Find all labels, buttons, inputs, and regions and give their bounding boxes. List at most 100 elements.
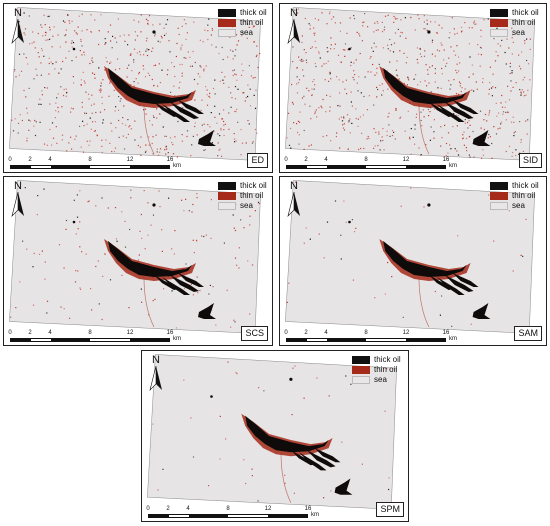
speckle-pixel [230, 106, 232, 108]
speckle-pixel [235, 49, 237, 51]
speckle-pixel [343, 116, 345, 118]
speckle-pixel [519, 121, 521, 123]
speckle-pixel [420, 111, 422, 113]
speckle-pixel [397, 28, 399, 30]
speckle-pixel [215, 46, 217, 48]
speckle-pixel [183, 287, 186, 290]
speckle-pixel [441, 295, 443, 297]
scale-tick-label: 0 [146, 506, 150, 512]
speckle-pixel [37, 52, 39, 54]
speckle-pixel [61, 106, 63, 108]
speckle-pixel [129, 125, 131, 127]
speckle-pixel [392, 51, 395, 53]
speckle-pixel [381, 31, 384, 33]
scale-tick-label: 8 [88, 330, 92, 336]
speckle-pixel [451, 17, 453, 19]
speckle-pixel [428, 115, 430, 117]
speckle-pixel [508, 47, 510, 49]
speckle-pixel [450, 46, 452, 48]
speckle-pixel [438, 50, 441, 52]
speckle-pixel [476, 88, 478, 90]
speckle-pixel [426, 23, 428, 25]
speckle-pixel [47, 15, 49, 18]
speckle-pixel [222, 58, 224, 61]
speckle-pixel [460, 91, 462, 93]
north-arrow-icon [11, 18, 24, 44]
speckle-pixel [62, 20, 65, 22]
speckle-pixel [257, 500, 259, 502]
legend: thick oil thin oil sea [490, 181, 539, 211]
speckle-pixel [479, 110, 482, 112]
scale-tick-label: 0 [8, 330, 12, 336]
speckle-pixel [90, 128, 92, 130]
speckle-pixel [225, 438, 227, 440]
speckle-pixel [301, 97, 304, 99]
legend-swatch-thick-oil [490, 9, 508, 17]
speckle-pixel [24, 28, 27, 30]
speckle-pixel [247, 95, 249, 98]
speckle-pixel [114, 110, 116, 112]
speckle-pixel [121, 123, 124, 125]
speckle-pixel [346, 32, 348, 34]
speckle-pixel [168, 40, 170, 42]
speckle-pixel [422, 109, 424, 111]
speckle-pixel [311, 94, 313, 96]
north-arrow: N [148, 355, 164, 397]
speckle-pixel [44, 34, 47, 36]
speckle-pixel [167, 152, 169, 154]
speckle-pixel [181, 134, 183, 136]
oil-streak [436, 277, 465, 295]
speckle-pixel [37, 32, 39, 35]
speckle-pixel [390, 44, 393, 46]
speckle-pixel [309, 28, 311, 30]
speckle-pixel [364, 13, 366, 15]
speckle-pixel [395, 18, 397, 20]
speckle-pixel [304, 103, 306, 105]
speckle-pixel [75, 233, 77, 235]
speckle-pixel [322, 135, 324, 138]
speckle-pixel [434, 81, 436, 83]
speckle-pixel [85, 91, 87, 93]
speckle-pixel [505, 63, 507, 65]
speckle-pixel [423, 21, 425, 23]
speckle-pixel [140, 154, 142, 156]
speckle-pixel [420, 154, 422, 156]
speckle-pixel [376, 96, 378, 98]
speckle-pixel [361, 40, 363, 42]
speckle-pixel [148, 136, 150, 138]
speckle-pixel [313, 34, 316, 36]
speckle-pixel [166, 148, 168, 150]
speckle-pixel [477, 44, 479, 46]
speckle-pixel [414, 29, 416, 31]
speckle-pixel [361, 21, 364, 24]
oil-spot [152, 203, 156, 207]
speckle-pixel [491, 95, 493, 97]
speckle-pixel [223, 124, 225, 126]
speckle-pixel [100, 88, 102, 90]
speckle-pixel [469, 135, 471, 138]
speckle-pixel [456, 45, 458, 47]
speckle-pixel [290, 147, 292, 149]
speckle-pixel [218, 52, 220, 55]
speckle-pixel [219, 135, 221, 137]
speckle-pixel [65, 29, 67, 31]
speckle-pixel [27, 63, 29, 65]
speckle-pixel [71, 60, 73, 62]
scale-segment [228, 515, 268, 517]
speckle-pixel [423, 116, 425, 118]
speckle-pixel [326, 94, 328, 96]
speckle-pixel [493, 38, 495, 40]
speckle-pixel [468, 76, 470, 78]
speckle-pixel [194, 122, 196, 124]
speckle-pixel [87, 201, 89, 203]
speckle-pixel [318, 233, 320, 235]
speckle-pixel [49, 128, 51, 131]
legend-item-sea: sea [490, 28, 539, 38]
speckle-pixel [86, 29, 88, 31]
speckle-pixel [17, 122, 20, 124]
speckle-pixel [75, 32, 77, 34]
speckle-pixel [48, 73, 50, 75]
speckle-pixel [349, 118, 351, 120]
speckle-pixel [31, 42, 33, 44]
scale-segment [306, 166, 327, 168]
